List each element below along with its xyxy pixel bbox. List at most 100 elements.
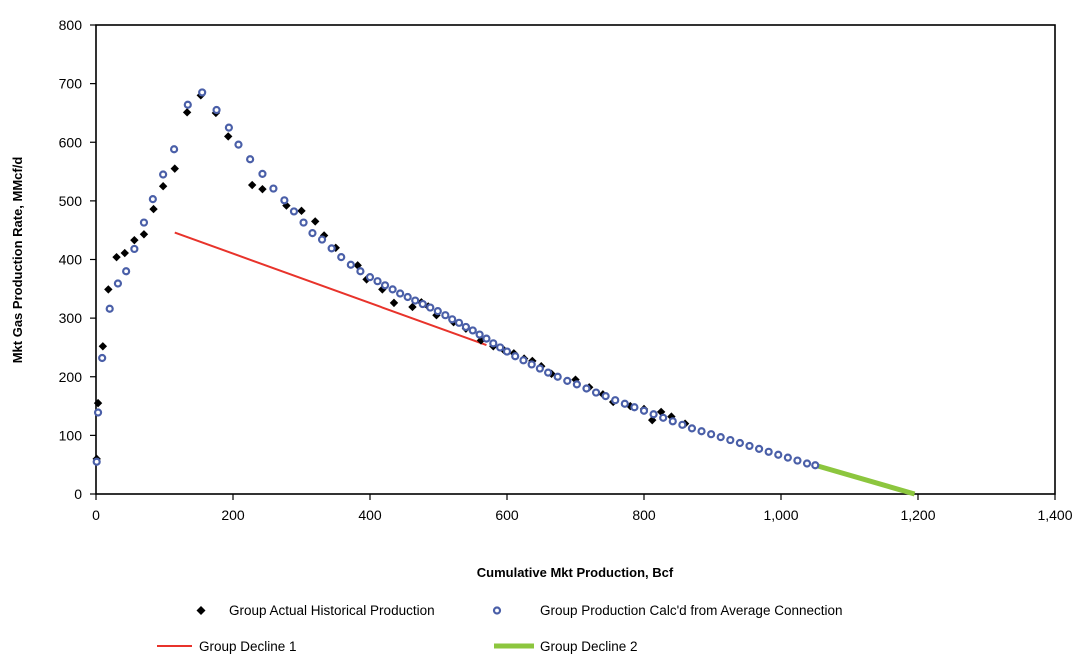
calc-point (448, 315, 457, 324)
calc-point (246, 155, 255, 164)
calc-point (764, 447, 773, 456)
calc-point (783, 453, 792, 462)
calc-point (716, 433, 725, 442)
calc-point (433, 306, 442, 316)
calc-point (496, 343, 505, 352)
calc-point (234, 140, 243, 149)
actual-point (648, 415, 657, 425)
calc-point (418, 299, 427, 309)
calc-point (543, 368, 553, 377)
x-tick-label: 800 (632, 507, 656, 523)
calc-point (92, 457, 101, 466)
calc-point (441, 311, 450, 320)
y-tick-label: 300 (59, 310, 83, 326)
calc-point (687, 424, 697, 433)
calc-point (388, 285, 397, 294)
decline-2-line (814, 462, 916, 497)
y-tick-label: 200 (59, 369, 83, 385)
x-axis: 0 200 400 600 800 1,000 1,200 1,400 (92, 494, 1073, 523)
calc-point (553, 372, 562, 381)
actual-point (120, 248, 129, 258)
calc-point (356, 267, 365, 276)
calc-point (269, 184, 278, 193)
x-tick-label: 200 (221, 507, 245, 523)
calc-point (482, 334, 491, 343)
x-tick-label: 0 (92, 507, 100, 523)
legend-marker-calc (492, 606, 502, 615)
calc-point (258, 169, 267, 179)
calc-point (159, 170, 168, 179)
calc-point (299, 218, 308, 227)
calc-point (475, 330, 484, 339)
actual-point (104, 285, 113, 294)
calc-point (745, 441, 754, 451)
calc-point (327, 244, 336, 253)
calc-point (198, 88, 207, 97)
calc-point (317, 235, 327, 244)
actual-point (112, 252, 121, 262)
calc-point (511, 352, 520, 361)
calc-point (620, 399, 629, 408)
calc-point (139, 218, 149, 227)
actual-point (247, 180, 257, 190)
actual-point (626, 401, 635, 411)
legend-marker-actual (196, 606, 206, 615)
actual-point (311, 217, 320, 226)
calc-point (308, 229, 317, 238)
calc-point (346, 260, 355, 269)
x-tick-label: 600 (495, 507, 519, 523)
calc-point (535, 364, 544, 373)
calc-point (489, 339, 498, 348)
calc-point (802, 459, 812, 468)
actual-point (149, 204, 158, 214)
calc-point (373, 277, 382, 286)
legend: Group Actual Historical Production Group… (157, 603, 843, 654)
calc-point (403, 292, 412, 302)
calc-point (659, 413, 668, 422)
y-tick-label: 600 (59, 134, 83, 150)
calc-point (563, 376, 572, 385)
y-axis-title: Mkt Gas Production Rate, MMcf/d (10, 157, 25, 364)
calc-point (93, 408, 103, 417)
calc-point (582, 384, 591, 393)
legend-label-actual: Group Actual Historical Production (229, 603, 435, 618)
calc-point (774, 450, 783, 459)
actual-point (139, 230, 149, 239)
actual-point (389, 298, 399, 308)
calc-point (130, 244, 139, 254)
actual-point (182, 108, 192, 117)
calc-point (591, 388, 601, 397)
calc-point (289, 207, 299, 216)
calc-point (461, 322, 470, 332)
actual-point (98, 342, 108, 351)
calc-point (811, 461, 820, 470)
calc-point (396, 289, 405, 298)
calc-point (113, 279, 123, 288)
calc-point (601, 391, 610, 401)
y-tick-label: 100 (59, 427, 83, 443)
calc-point (572, 380, 581, 389)
legend-label-calc: Group Production Calc'd from Average Con… (540, 603, 843, 618)
actual-point (158, 182, 168, 191)
actual-point (408, 302, 417, 312)
calc-point (337, 253, 346, 262)
calc-point (380, 281, 390, 290)
calc-point (98, 353, 107, 363)
calc-point (527, 360, 536, 369)
calc-point (411, 296, 420, 305)
calc-point (224, 123, 233, 132)
calc-point (122, 267, 131, 276)
y-axis: 0 100 200 300 400 500 600 700 800 (59, 17, 96, 502)
legend-label-decline-2: Group Decline 2 (540, 639, 638, 654)
x-tick-label: 1,400 (1037, 507, 1072, 523)
calc-point (426, 303, 435, 312)
y-tick-label: 700 (59, 76, 83, 92)
calc-point (468, 326, 477, 335)
decline-1-line (174, 231, 487, 347)
calc-point (735, 438, 745, 448)
actual-point (258, 184, 267, 194)
calc-point (726, 435, 735, 445)
actual-point (93, 398, 103, 408)
x-tick-label: 1,200 (900, 507, 935, 523)
